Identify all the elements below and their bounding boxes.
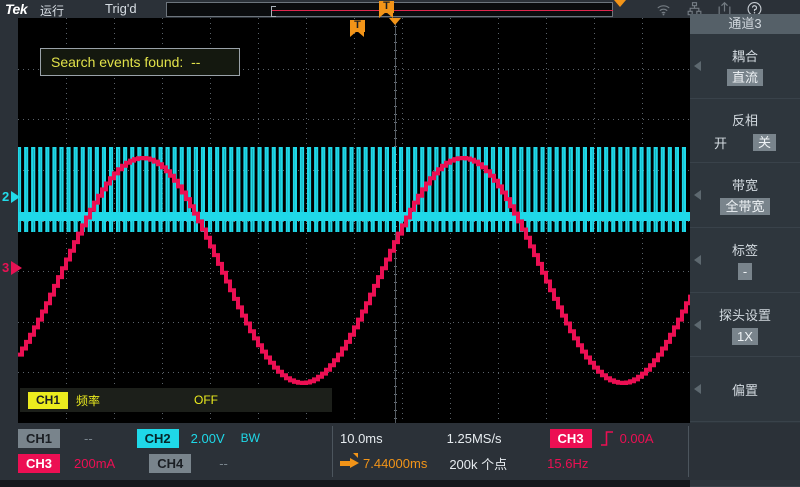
bottom-divider-2: [688, 426, 689, 477]
search-events-text: Search events found: --: [51, 54, 201, 70]
plot-trigger-flag[interactable]: T: [350, 19, 365, 37]
menu-item-1-option-on[interactable]: 关: [753, 133, 777, 151]
ch2-marker-label: 2: [2, 189, 10, 204]
menu-item-1-toggle[interactable]: 开关: [713, 133, 777, 152]
menu-item-0[interactable]: 耦合 直流: [690, 34, 800, 99]
measurement-value: OFF: [194, 393, 219, 407]
record-length-value: 200k 个点: [449, 456, 508, 472]
trigger-level-value: 0.00A: [619, 430, 654, 446]
menu-item-2[interactable]: 带宽 全带宽: [690, 163, 800, 229]
ch2-bandwidth-limit-label: BW: [240, 431, 260, 445]
overview-trace-line: [272, 10, 613, 11]
menu-item-5[interactable]: 偏置: [690, 357, 800, 423]
menu-item-2-label: 带宽: [731, 178, 758, 194]
menu-item-0-label: 耦合: [731, 48, 758, 64]
trigger-flag-body: [379, 1, 394, 13]
horizontal-trigger-row-1: 10.0ms 1.25MS/s CH3 0.00A: [340, 426, 654, 450]
overview-trigger-flag[interactable]: T: [379, 0, 394, 18]
menu-item-3-label: 标签: [731, 242, 758, 258]
ch2-value: 2.00V: [190, 430, 225, 446]
ch2-badge[interactable]: CH2: [136, 428, 179, 448]
grid-row-dots: [18, 119, 690, 120]
ch3-marker-label: 3: [2, 260, 10, 275]
chevron-left-icon: [694, 254, 701, 265]
top-status-bar: Tek 运行 Trig'd T: [0, 0, 800, 18]
ch1-value: --: [84, 430, 93, 446]
trigger-flag-notch: [379, 12, 393, 18]
search-events-message: Search events found: --: [40, 48, 240, 76]
channel-readout-group: CH1 -- CH2 2.00V BW CH3 200mA CH4 --: [18, 426, 332, 477]
ch2-waveform-trace: [18, 147, 690, 232]
menu-item-3-value[interactable]: -: [737, 262, 753, 280]
horizontal-trigger-row-2: 7.44000ms 200k 个点 15.6Hz: [340, 451, 588, 475]
plot-trigger-flag-letter: T: [354, 19, 361, 31]
horizontal-and-trigger-readout-group: 10.0ms 1.25MS/s CH3 0.00A 7.44000ms 200k…: [340, 426, 688, 477]
chevron-left-icon: [694, 319, 701, 330]
ch3-value: 200mA: [74, 455, 116, 471]
rising-edge-icon: [600, 430, 614, 446]
menu-item-1[interactable]: 反相开关: [690, 98, 800, 164]
tek-logo: Tek: [5, 1, 28, 17]
trigger-frequency-value: 15.6Hz: [547, 455, 589, 471]
bottom-divider-1: [332, 426, 333, 477]
menu-item-5-label: 偏置: [731, 382, 758, 398]
ch2-marker-triangle-icon: [11, 190, 21, 203]
chevron-left-icon: [694, 190, 701, 201]
ch3-waveform-trace: [18, 156, 690, 385]
chevron-left-icon: [694, 60, 701, 71]
ch4-value: --: [219, 455, 228, 471]
grid-row-dots: [18, 322, 690, 323]
plot-trigger-position-triangle-icon[interactable]: [389, 18, 401, 25]
side-menu-title: 通道3: [690, 14, 800, 34]
ch3-marker-triangle-icon: [11, 260, 23, 275]
chevron-left-icon: [694, 384, 701, 395]
ch3-sine-trace: [18, 156, 690, 385]
sample-rate-value: 1.25MS/s: [446, 430, 502, 446]
overview-window-bracket[interactable]: [271, 6, 276, 17]
ch2-baseline-band: [18, 212, 690, 221]
trigger-flag-letter: T: [383, 0, 390, 12]
menu-item-2-value[interactable]: 全带宽: [720, 198, 770, 216]
trigger-state-label: Trig'd: [105, 1, 137, 16]
ch3-badge[interactable]: CH3: [18, 453, 60, 473]
menu-item-0-value[interactable]: 直流: [726, 68, 763, 86]
ch3-position-marker[interactable]: 3: [2, 260, 23, 275]
ch4-badge[interactable]: CH4: [149, 453, 192, 473]
grid-row-dots: [18, 271, 690, 272]
plot-trigger-flag-notch: [350, 31, 364, 37]
menu-item-4-label: 探头设置: [718, 307, 771, 323]
measurement-name-label: 频率: [76, 393, 101, 408]
wifi-icon[interactable]: [655, 1, 672, 17]
run-state-label[interactable]: 运行: [40, 4, 65, 18]
trigger-source-badge[interactable]: CH3: [549, 428, 592, 448]
channel-readout-row-1: CH1 -- CH2 2.00V BW: [18, 426, 260, 450]
horizontal-position-arrow-icon: [340, 452, 360, 469]
menu-item-1-label: 反相: [731, 112, 758, 128]
ch2-pulse-train: [18, 147, 686, 232]
grid-row-dots: [18, 69, 690, 70]
menu-item-3[interactable]: 标签 -: [690, 228, 800, 293]
measurement-channel-badge: CH1: [28, 391, 68, 409]
overview-position-triangle-icon[interactable]: [614, 0, 626, 7]
network-icon[interactable]: [686, 1, 703, 17]
horizontal-scale-value[interactable]: 10.0ms: [340, 430, 383, 446]
measurement-readout-bar[interactable]: CH1 频率 OFF: [20, 388, 332, 412]
channel-readout-row-2: CH3 200mA CH4 --: [18, 451, 228, 475]
ch2-position-marker[interactable]: 2: [2, 189, 21, 204]
bottom-status-bar: CH1 -- CH2 2.00V BW CH3 200mA CH4 -- 10.…: [0, 423, 800, 480]
menu-item-4-value[interactable]: 1X: [732, 327, 758, 345]
grid-row-dots: [18, 372, 690, 373]
ch1-badge[interactable]: CH1: [18, 428, 60, 448]
grid-row-dots: [18, 170, 690, 171]
plot-trigger-flag-body: [350, 20, 365, 32]
waveform-graticule[interactable]: T Search events found: -- CH1 频率 OFF: [18, 18, 690, 423]
horizontal-position-value[interactable]: 7.44000ms: [363, 455, 428, 471]
menu-item-4[interactable]: 探头设置 1X: [690, 292, 800, 358]
menu-item-1-option-off[interactable]: 开: [713, 135, 727, 151]
